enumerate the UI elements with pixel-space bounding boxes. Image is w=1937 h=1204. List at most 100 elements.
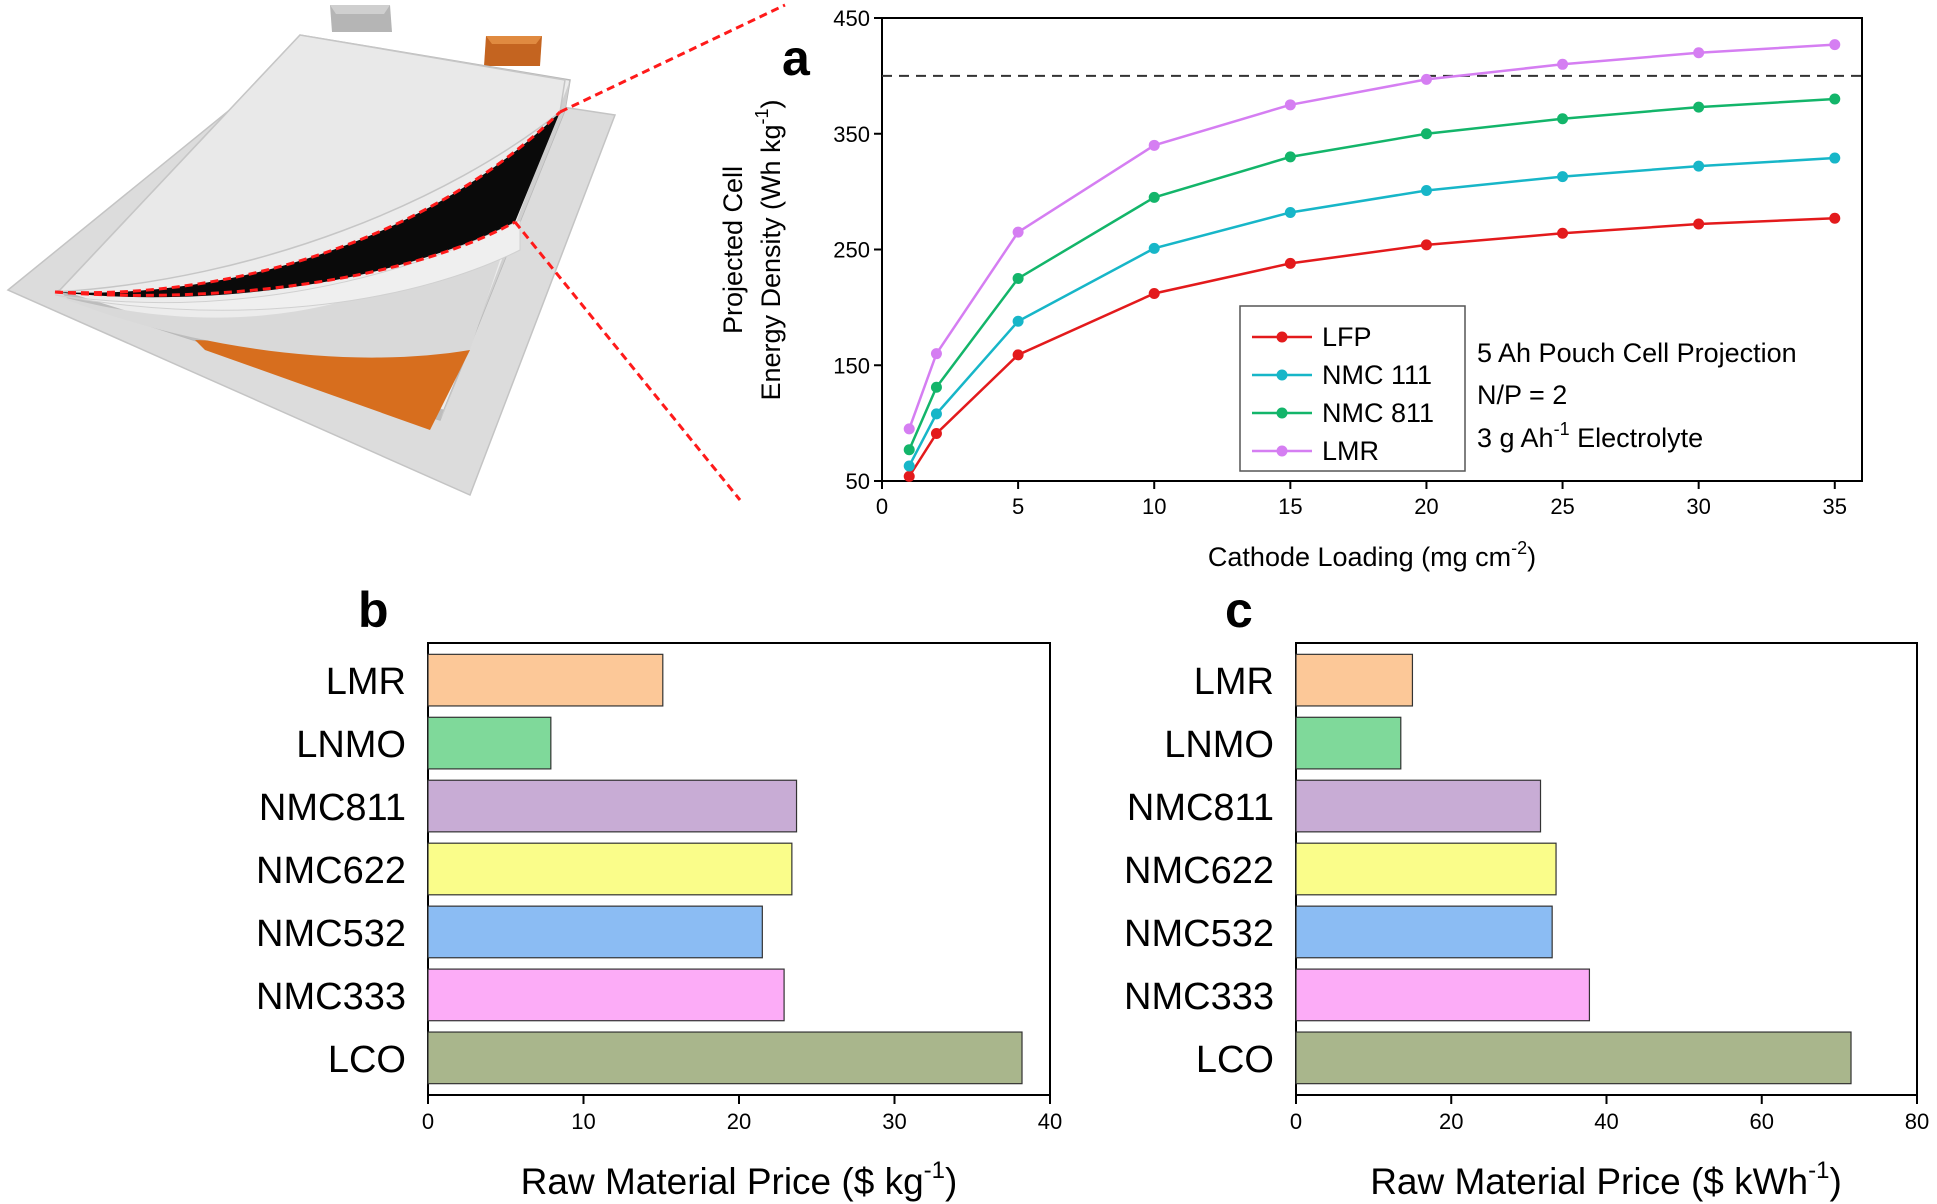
- panel-a-y-axis-title: Projected Cell Energy Density (Wh kg-1): [718, 99, 786, 400]
- panel-a-x-axis-title: Cathode Loading (mg cm-2): [1208, 538, 1536, 572]
- panel-a-data-point: [903, 460, 915, 472]
- panel-b-category-label: LCO: [328, 1039, 406, 1081]
- panel-b-bar: [427, 653, 664, 707]
- panel-c-bar: [1295, 1031, 1852, 1085]
- panel-c-bar: [1295, 905, 1553, 959]
- panel-b-ticks: 0 10 20 30 40: [422, 1095, 1062, 1134]
- panel-b-x-tick-label: 20: [727, 1109, 751, 1134]
- panel-a-legend-swatch-marker: [1276, 369, 1288, 381]
- panel-a-data-point: [1420, 128, 1432, 140]
- panel-a-x-tick-label: 25: [1550, 494, 1574, 519]
- panel-c-category-label: NMC811: [1127, 787, 1274, 829]
- panel-a-legend-label: LFP: [1322, 322, 1372, 352]
- panel-a-data-point: [1693, 101, 1705, 113]
- panel-b-bars: LMR LNMO NMC811 NMC622 NMC532 NMC333 LCO: [256, 653, 1023, 1085]
- panel-c-category-label: LMR: [1194, 661, 1274, 703]
- panel-a-y-tick-label: 450: [833, 6, 870, 31]
- panel-a-data-point: [1012, 226, 1024, 238]
- panel-a-legend: LFP NMC 111 NMC 811 LMR: [1252, 322, 1434, 466]
- panel-a-series: [903, 39, 1841, 482]
- panel-b-x-tick-label: 40: [1038, 1109, 1062, 1134]
- panel-c-letter: c: [1225, 582, 1253, 638]
- panel-a-y-tick-label: 50: [846, 469, 870, 494]
- panel-c-category-label: NMC622: [1124, 850, 1274, 892]
- panel-b-x-axis-title: Raw Material Price ($ kg-1): [521, 1157, 958, 1202]
- panel-a-data-point: [1557, 171, 1569, 183]
- panel-a-line-chart: a 0 5 10 15 20 25 30 35 50 150 250 350 450 Cathode L…: [718, 6, 1863, 572]
- panel-a-data-point: [1284, 151, 1296, 163]
- panel-b-bar: [427, 905, 763, 959]
- panel-a-x-tick-label: 35: [1823, 494, 1847, 519]
- panel-a-data-point: [1693, 160, 1705, 172]
- panel-c-x-tick-label: 80: [1905, 1109, 1929, 1134]
- panel-c-bar: [1295, 779, 1542, 833]
- panel-c-category-label: LCO: [1196, 1039, 1274, 1081]
- panel-c-x-axis-title: Raw Material Price ($ kWh-1): [1370, 1157, 1842, 1202]
- panel-a-data-point: [930, 428, 942, 440]
- panel-b-bar: [427, 968, 785, 1022]
- panel-b-category-label: LNMO: [296, 724, 406, 766]
- panel-a-data-point: [1829, 212, 1841, 224]
- panel-a-legend-swatch-marker: [1276, 445, 1288, 457]
- panel-c-bar: [1295, 653, 1414, 707]
- panel-a-data-point: [1693, 218, 1705, 230]
- panel-a-x-tick-label: 5: [1012, 494, 1024, 519]
- panel-c-x-tick-label: 0: [1290, 1109, 1302, 1134]
- panel-a-letter: a: [782, 30, 811, 86]
- panel-a-annotation-pouch: 5 Ah Pouch Cell Projection: [1477, 338, 1797, 368]
- panel-a-y-axis-title-line1: Projected Cell: [718, 166, 748, 334]
- panel-a-data-point: [1693, 47, 1705, 59]
- panel-a-x-tick-label: 20: [1414, 494, 1438, 519]
- panel-b-bar-chart: b LMR LNMO NMC811 NMC622 NMC532 NMC333 LCO 0 10…: [256, 582, 1062, 1202]
- panel-a-data-point: [1829, 39, 1841, 51]
- panel-c-x-tick-label: 60: [1750, 1109, 1774, 1134]
- panel-a-data-point: [1012, 315, 1024, 327]
- panel-a-annotation-np: N/P = 2: [1477, 380, 1567, 410]
- panel-a-y-tick-label: 150: [833, 353, 870, 378]
- panel-a-data-point: [1012, 349, 1024, 361]
- panel-a-data-point: [1557, 227, 1569, 239]
- panel-a-data-point: [1420, 184, 1432, 196]
- panel-b-letter: b: [358, 582, 389, 638]
- panel-b-bar: [427, 779, 798, 833]
- panel-a-x-tick-label: 0: [876, 494, 888, 519]
- panel-c-bar: [1295, 842, 1557, 896]
- panel-a-data-point: [1420, 239, 1432, 251]
- pouch-cell-illustration: [6, 3, 786, 501]
- panel-a-data-point: [1829, 152, 1841, 164]
- panel-b-category-label: LMR: [326, 661, 406, 703]
- panel-c-category-label: LNMO: [1164, 724, 1274, 766]
- panel-a-data-point: [1148, 287, 1160, 299]
- panel-b-x-tick-label: 10: [571, 1109, 595, 1134]
- panel-c-bar: [1295, 968, 1591, 1022]
- panel-a-annotation-electrolyte: 3 g Ah-1 Electrolyte: [1477, 419, 1703, 453]
- panel-a-data-point: [903, 470, 915, 482]
- panel-a-legend-label: LMR: [1322, 436, 1379, 466]
- panel-a-data-point: [1012, 272, 1024, 284]
- panel-a-data-point: [1148, 242, 1160, 254]
- panel-a-x-tick-label: 15: [1278, 494, 1302, 519]
- panel-a-legend-label: NMC 111: [1322, 360, 1432, 390]
- panel-c-bars: LMR LNMO NMC811 NMC622 NMC532 NMC333 LCO: [1124, 653, 1852, 1085]
- panel-a-data-point: [1420, 73, 1432, 85]
- panel-a-legend-swatch-marker: [1276, 331, 1288, 343]
- panel-a-data-point: [1148, 191, 1160, 203]
- panel-a-data-point: [1557, 113, 1569, 125]
- panel-b-category-label: NMC333: [256, 976, 406, 1018]
- panel-a-y-axis-title-line2: Energy Density (Wh kg-1): [752, 99, 786, 400]
- panel-b-x-tick-label: 30: [882, 1109, 906, 1134]
- panel-a-legend-box: [1239, 305, 1466, 472]
- panel-c-bar: [1295, 716, 1402, 770]
- panel-a-legend-label: NMC 811: [1322, 398, 1434, 428]
- panel-c-ticks: 0 20 40 60 80: [1290, 1095, 1929, 1134]
- panel-b-category-label: NMC532: [256, 913, 406, 955]
- panel-b-bar: [427, 716, 552, 770]
- panel-a-data-point: [1284, 257, 1296, 269]
- panel-c-category-label: NMC532: [1124, 913, 1274, 955]
- panel-a-legend-swatch-marker: [1276, 407, 1288, 419]
- panel-a-data-point: [1284, 206, 1296, 218]
- panel-c-bar-chart: c LMR LNMO NMC811 NMC622 NMC532 NMC333 LCO 0 20…: [1124, 582, 1929, 1202]
- panel-b-bar: [427, 1031, 1023, 1085]
- panel-b-category-label: NMC622: [256, 850, 406, 892]
